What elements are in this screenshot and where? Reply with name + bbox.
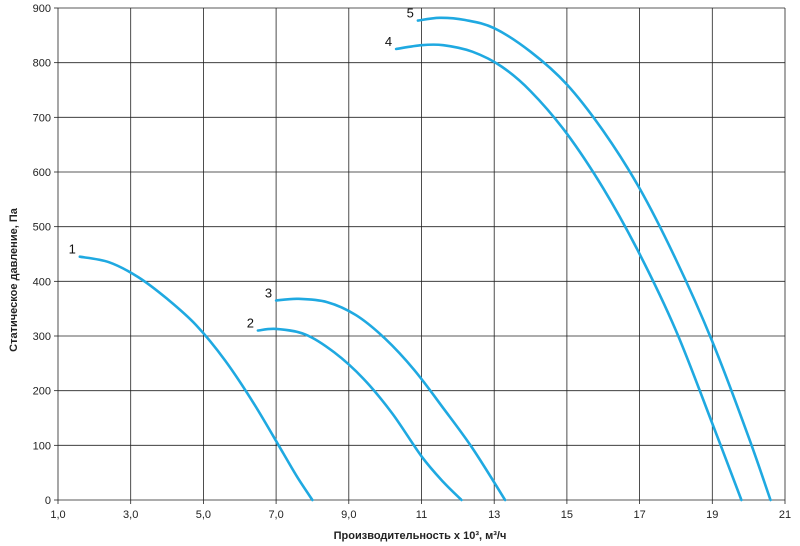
series-2-line — [256, 327, 463, 502]
x-tick-label: 15 — [561, 509, 573, 521]
tick-labels: 1,0 3,0 5,0 7,0 9,0 11 13 15 17 19 210100200300400… — [33, 3, 791, 521]
series-3-line — [274, 297, 507, 502]
x-axis-title: Производительность x 10³, м³/ч — [334, 530, 507, 542]
y-axis-title: Статическое давление, Па — [8, 207, 20, 352]
y-tick-label: 600 — [33, 167, 51, 179]
x-tick-label: 5,0 — [196, 509, 211, 521]
series-4-label: 4 — [385, 34, 392, 49]
x-tick-label: 1,0 — [50, 509, 65, 521]
series-lines — [78, 16, 772, 502]
x-tick-label: 9,0 — [341, 509, 356, 521]
y-tick-label: 500 — [33, 222, 51, 234]
x-tick-label: 21 — [779, 509, 791, 521]
series-labels: 1 2 3 45 — [69, 6, 414, 331]
series-4-line — [394, 43, 743, 502]
y-tick-label: 200 — [33, 386, 51, 398]
series-1-label: 1 — [69, 242, 76, 257]
y-tick-label: 300 — [33, 331, 51, 343]
y-tick-label: 700 — [33, 112, 51, 124]
series-5-label: 5 — [407, 6, 414, 21]
y-tick-label: 100 — [33, 440, 51, 452]
y-tick-label: 400 — [33, 276, 51, 288]
y-tick-label: 800 — [33, 58, 51, 70]
x-tick-label: 17 — [633, 509, 645, 521]
x-tick-label: 11 — [416, 509, 427, 521]
x-tick-label: 19 — [706, 509, 718, 521]
series-5-line — [416, 16, 772, 502]
x-tick-label: 13 — [488, 509, 500, 521]
y-tick-label: 0 — [45, 495, 51, 507]
series-2-label: 2 — [247, 316, 254, 331]
y-tick-label: 900 — [33, 3, 51, 15]
x-tick-label: 7,0 — [268, 509, 283, 521]
series-3-label: 3 — [265, 285, 272, 300]
series-1-line — [78, 255, 314, 502]
grid — [54, 7, 786, 504]
x-tick-label: 3,0 — [123, 509, 138, 521]
